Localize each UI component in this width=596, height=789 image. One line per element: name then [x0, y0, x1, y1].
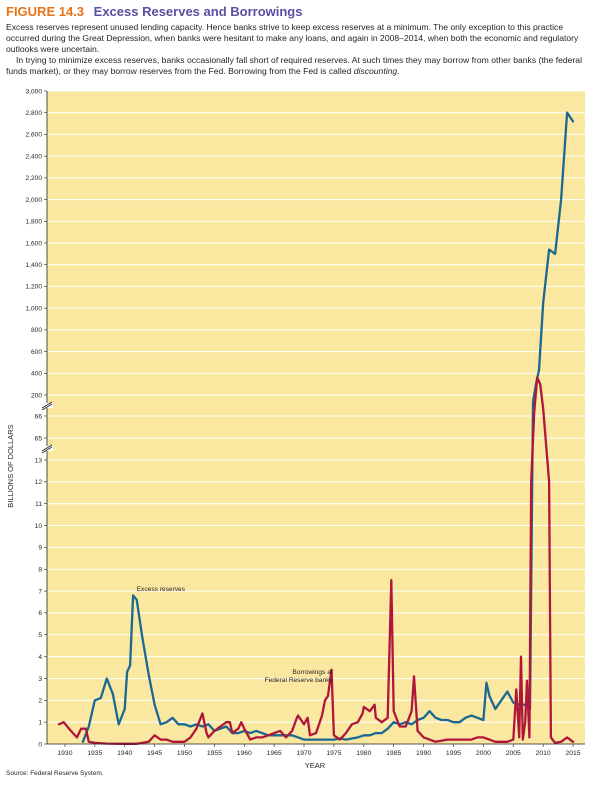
- y-tick-label: 65: [35, 435, 43, 442]
- y-tick-label: 800: [31, 327, 42, 334]
- annotation-borrowings: Borrowings at: [292, 669, 332, 676]
- x-tick-label: 1995: [446, 750, 461, 757]
- x-tick-label: 2005: [506, 750, 521, 757]
- plot-area: [47, 91, 585, 744]
- x-axis-label: YEAR: [305, 761, 326, 770]
- y-tick-label: 2: [38, 698, 42, 705]
- x-tick-label: 1980: [356, 750, 371, 757]
- x-tick-label: 2010: [536, 750, 551, 757]
- y-tick-label: 1,600: [25, 240, 42, 247]
- y-tick-label: 600: [31, 349, 42, 356]
- excess-reserves-line: [81, 111, 575, 743]
- x-tick-label: 1930: [57, 750, 72, 757]
- y-tick-label: 200: [31, 392, 42, 399]
- x-tick-label: 1960: [237, 750, 252, 757]
- figure-name: Excess Reserves and Borrowings: [93, 4, 303, 19]
- y-tick-label: 2,200: [25, 175, 42, 182]
- y-tick-label: 0: [38, 741, 42, 748]
- axis-break-mark: [41, 401, 53, 409]
- caption-paragraph-1: Excess reserves represent unused lending…: [6, 22, 579, 54]
- y-tick-label: 3,000: [25, 88, 42, 95]
- x-tick-labels: 1930 1935 1940 1945 1950 1955 1960 1965 1970 1975…: [57, 744, 581, 757]
- x-tick-label: 1940: [117, 750, 132, 757]
- y-tick-label: 1,400: [25, 262, 42, 269]
- x-tick-label: 1985: [386, 750, 401, 757]
- y-tick-label: 2,000: [25, 197, 42, 204]
- y-tick-label: 2,400: [25, 153, 42, 160]
- y-tick-label: 1,000: [25, 305, 42, 312]
- y-tick-label: 6: [38, 610, 42, 617]
- axis-break-mark: [41, 444, 53, 452]
- y-axis-label: BILLIONS OF DOLLARS: [6, 424, 15, 507]
- reserves-chart: 01234567891011121365662004006008001,0001…: [6, 88, 585, 770]
- y-tick-label: 12: [35, 479, 43, 486]
- grid-lines: [47, 90, 585, 723]
- figure-label: FIGURE 14.3: [6, 4, 85, 19]
- y-tick-label: 66: [35, 413, 43, 420]
- annotation-excess-reserves: Excess reserves: [137, 586, 186, 593]
- y-tick-label: 9: [38, 545, 42, 552]
- y-tick-label: 400: [31, 371, 42, 378]
- x-tick-label: 1945: [147, 750, 162, 757]
- y-tick-label: 10: [35, 523, 43, 530]
- plot-background: [47, 91, 585, 744]
- y-tick-label: 4: [38, 654, 42, 661]
- annotation-borrowings: Federal Reserve banks: [265, 677, 334, 684]
- y-tick-label: 8: [38, 567, 42, 574]
- y-tick-label: 1: [38, 719, 42, 726]
- figure-header: FIGURE 14.3 Excess Reserves and Borrowin…: [6, 4, 592, 77]
- axis-break-gap: [41, 446, 53, 451]
- caption-paragraph-2: In trying to minimize excess reserves, b…: [6, 55, 592, 77]
- series-lines: [57, 111, 575, 745]
- x-tick-label: 1975: [326, 750, 341, 757]
- y-tick-label: 3: [38, 676, 42, 683]
- x-tick-label: 1935: [87, 750, 102, 757]
- caption-paragraph-2-end: .: [397, 65, 400, 76]
- y-tick-label: 2,800: [25, 110, 42, 117]
- x-tick-label: 2015: [565, 750, 580, 757]
- source-note: Source: Federal Reserve System.: [6, 770, 104, 777]
- axis-break-gap: [41, 403, 53, 408]
- x-tick-label: 1965: [267, 750, 282, 757]
- y-tick-label: 13: [35, 457, 43, 464]
- y-tick-label: 1,200: [25, 284, 42, 291]
- x-tick-label: 1950: [177, 750, 192, 757]
- y-tick-label: 7: [38, 588, 42, 595]
- y-tick-label: 2,600: [25, 132, 42, 139]
- x-tick-label: 2000: [476, 750, 491, 757]
- y-tick-label: 1,800: [25, 219, 42, 226]
- y-tick-label: 5: [38, 632, 42, 639]
- caption-emphasis: discounting: [353, 65, 398, 76]
- x-tick-label: 1970: [296, 750, 311, 757]
- axis-break-mark: [41, 446, 53, 454]
- x-tick-label: 1990: [416, 750, 431, 757]
- borrowings-line: [57, 376, 575, 745]
- x-tick-label: 1955: [207, 750, 222, 757]
- y-tick-labels: 01234567891011121365662004006008001,0001…: [25, 88, 47, 748]
- figure-caption: Excess reserves represent unused lending…: [6, 22, 592, 77]
- figure-title: FIGURE 14.3 Excess Reserves and Borrowin…: [6, 4, 592, 19]
- y-tick-label: 11: [35, 501, 42, 508]
- caption-paragraph-2-text: In trying to minimize excess reserves, b…: [6, 54, 582, 76]
- axis-break-mark: [41, 403, 53, 411]
